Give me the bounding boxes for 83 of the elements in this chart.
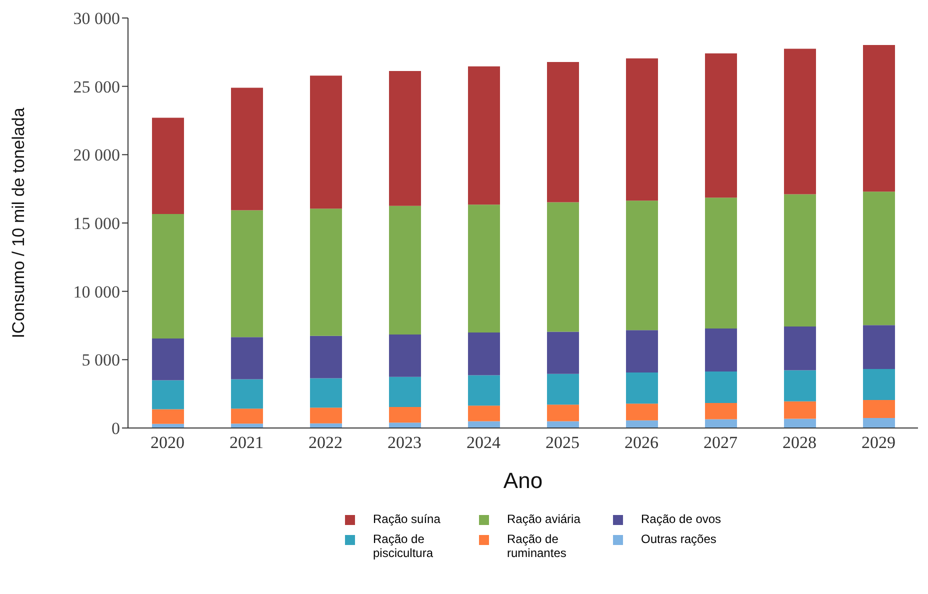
bar (547, 421, 579, 428)
bar (784, 194, 816, 326)
bar (152, 214, 184, 338)
bar (231, 408, 263, 424)
x-tick-label: 2028 (782, 433, 816, 452)
bar (626, 200, 658, 330)
bar (310, 336, 342, 378)
bar (863, 45, 895, 192)
bar (626, 420, 658, 428)
bar (863, 400, 895, 418)
y-tick-label: 0 (112, 419, 120, 438)
x-tick-label: 2025 (546, 433, 580, 452)
bar (547, 202, 579, 332)
bar (468, 204, 500, 332)
bar (468, 375, 500, 406)
bar (152, 409, 184, 424)
bar (705, 372, 737, 403)
y-tick-label: 15 000 (73, 214, 120, 234)
bar (231, 337, 263, 380)
legend-label: Ração aviária (507, 512, 582, 526)
bar (468, 332, 500, 376)
bar (389, 206, 421, 335)
bar (231, 424, 263, 428)
bar (389, 376, 421, 407)
bar (863, 368, 895, 400)
x-tick-label: 2029 (862, 433, 896, 452)
x-tick-label: 2024 (466, 433, 501, 452)
x-tick-label: 2027 (704, 433, 738, 452)
bar (784, 370, 816, 402)
bar (152, 380, 184, 410)
bar (705, 53, 737, 198)
bar (705, 402, 737, 420)
x-tick-label: 2020 (150, 433, 184, 452)
bar (784, 48, 816, 194)
bar (389, 406, 421, 423)
bar (310, 76, 342, 209)
bar (705, 328, 737, 372)
bar (784, 418, 816, 428)
bar (626, 404, 658, 420)
x-tick-label: 2022 (308, 433, 342, 452)
bar (547, 62, 579, 202)
bar (863, 325, 895, 369)
bar (626, 330, 658, 373)
bar (705, 419, 737, 428)
x-tick-label: 2026 (624, 433, 658, 452)
legend-label: Ração suína (373, 512, 442, 526)
y-tick-label: 30 000 (73, 9, 120, 28)
bar (310, 208, 342, 336)
bar (468, 66, 500, 205)
x-tick-label: 2023 (388, 433, 422, 452)
bar (705, 198, 737, 329)
bar (231, 210, 263, 338)
bar (389, 71, 421, 206)
bar (547, 332, 579, 374)
bar (468, 406, 500, 422)
bar (784, 401, 816, 419)
bar (626, 372, 658, 404)
bar (310, 378, 342, 408)
bar (389, 422, 421, 428)
bar (863, 418, 895, 428)
legend-label: Ração de piscicultura (373, 532, 434, 560)
bar (152, 118, 184, 214)
legend-label: Ração de ovos (641, 512, 722, 526)
bar (784, 326, 816, 370)
y-tick-label: 25 000 (73, 77, 120, 96)
bar (231, 88, 263, 210)
y-tick-label: 20 000 (73, 146, 120, 165)
x-axis-title: Ano (503, 468, 543, 493)
bar (389, 334, 421, 377)
bar (547, 374, 579, 405)
y-tick-label: 10 000 (73, 282, 120, 302)
y-axis-title: IConsumo / 10 mil de tonelada (9, 107, 28, 338)
bar (863, 192, 895, 326)
bar (468, 421, 500, 428)
bar (310, 408, 342, 424)
x-tick-label: 2021 (230, 433, 264, 452)
legend-label: Outras rações (641, 532, 718, 546)
legend-label: Ração de ruminantes (507, 532, 568, 560)
y-tick-label: 5 000 (82, 350, 120, 370)
bar (231, 379, 263, 409)
bar (152, 338, 184, 380)
bar (547, 404, 579, 422)
bar (626, 58, 658, 201)
